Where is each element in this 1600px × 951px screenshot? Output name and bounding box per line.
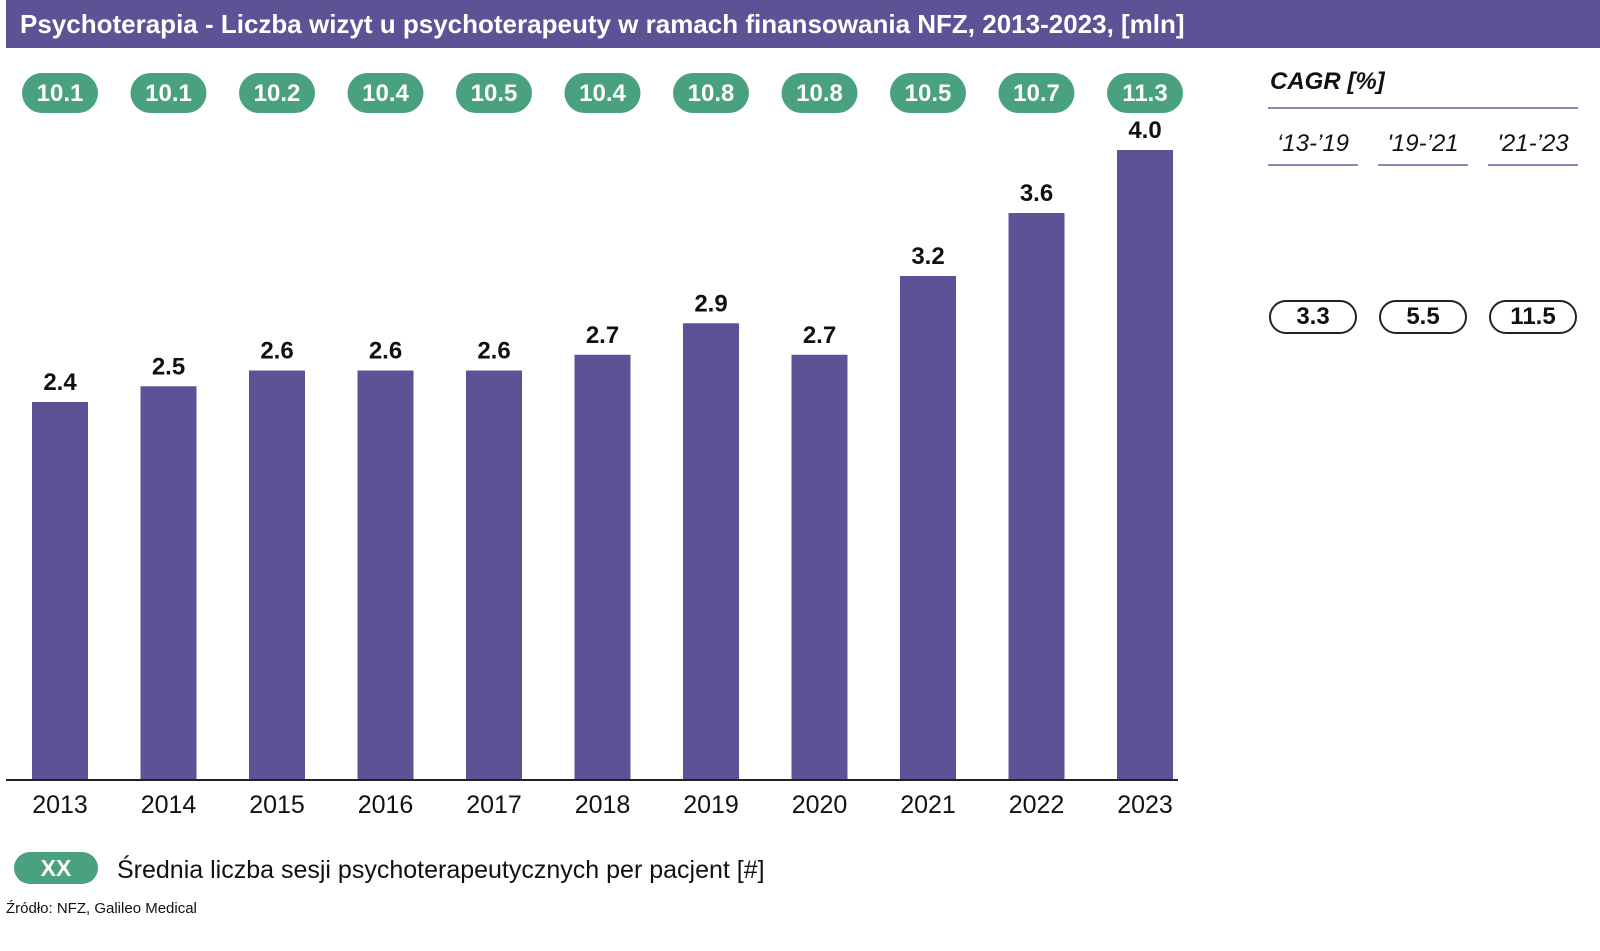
bar-chart: 2.4 2013 10.1 2.5 2014 10.1 2.6 2015 10.2 2.6 2016… [6,73,1183,819]
sessions-pill [1107,73,1183,113]
x-tick-label: 2022 [1009,791,1065,819]
chart-title: Psychoterapia - Liczba wizyt u psychoter… [6,0,1600,48]
x-tick-label: 2017 [466,791,522,819]
source-note: Źródło: NFZ, Galileo Medical [6,900,197,917]
sessions-pill [890,73,966,113]
x-tick-label: 2023 [1117,791,1173,819]
bar-value-label: 2.6 [477,338,510,365]
sessions-pill [239,73,315,113]
sessions-pill [998,73,1075,113]
cagr-period-2019-2021: '19-’21 [1378,130,1468,166]
x-tick-label: 2018 [575,791,631,819]
sessions-value: 10.4 [579,80,626,107]
x-tick-label: 2019 [683,791,739,819]
bar [574,354,631,780]
bar [140,386,197,780]
sessions-value: 11.3 [1122,80,1167,107]
bar-value-label: 2.9 [694,290,727,317]
x-tick-label: 2020 [792,791,848,819]
legend-symbol: XX [14,852,98,884]
cagr-title: CAGR [%] [1270,68,1385,95]
cagr-title-divider [1268,107,1578,109]
sessions-pill [347,73,424,113]
cagr-value-2021-2023: 11.5 [1489,300,1577,334]
sessions-value: 10.1 [145,80,192,107]
x-tick-label: 2013 [32,791,88,819]
bar [249,370,305,780]
sessions-pill [456,73,532,113]
sessions-value: 10.5 [471,80,518,107]
sessions-value: 10.5 [905,80,952,107]
cagr-period-2021-2023: '21-’23 [1488,130,1578,166]
bar-value-label: 3.2 [911,243,944,270]
sessions-pill [130,73,207,113]
sessions-value: 10.8 [688,80,735,107]
bar-value-label: 2.7 [586,322,619,349]
bar-value-label: 3.6 [1020,180,1053,207]
sessions-pill [673,73,749,113]
x-tick-label: 2021 [900,791,956,819]
sessions-pill [22,73,98,113]
bar-value-label: 4.0 [1128,117,1161,144]
bar [791,354,848,780]
bar-value-label: 2.5 [152,353,185,380]
bar [683,323,739,780]
x-tick-label: 2014 [141,791,197,819]
bar [32,402,88,780]
sessions-value: 10.4 [362,80,409,107]
bar [1008,213,1065,780]
bar [466,370,522,780]
sessions-value: 10.2 [254,80,301,107]
x-tick-label: 2016 [358,791,414,819]
legend-label: Średnia liczba sesji psychoterapeutyczny… [117,856,765,884]
x-tick-label: 2015 [249,791,305,819]
sessions-value: 10.7 [1013,80,1060,107]
sessions-value: 10.1 [37,80,84,107]
bar-value-label: 2.6 [369,338,402,365]
cagr-period-2013-2019: ‘13-’19 [1268,130,1358,166]
cagr-value-2019-2021: 5.5 [1379,300,1467,334]
bar [900,276,956,780]
bar [357,370,414,780]
bar [1117,150,1173,780]
sessions-value: 10.8 [796,80,843,107]
bar-value-label: 2.7 [803,322,836,349]
bar-value-label: 2.6 [260,338,293,365]
sessions-pill [781,73,858,113]
sessions-pill [564,73,641,113]
cagr-value-2013-2019: 3.3 [1269,300,1357,334]
bar-value-label: 2.4 [43,369,77,396]
